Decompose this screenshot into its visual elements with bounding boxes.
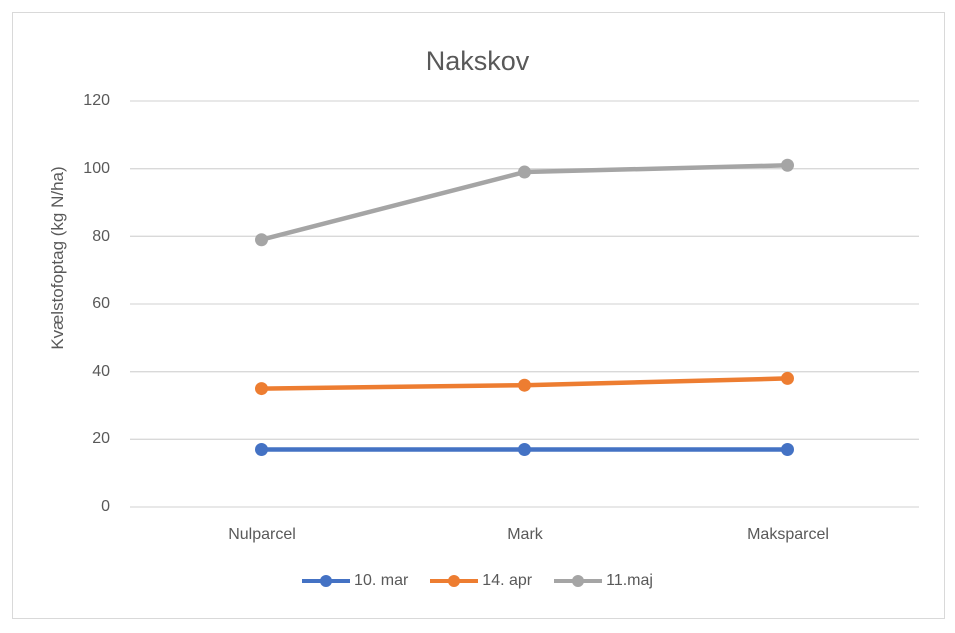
y-tick: 20 (92, 430, 110, 447)
series-11-maj (255, 158, 794, 247)
data-point[interactable] (255, 382, 268, 396)
legend-marker-icon (430, 575, 479, 587)
y-tick: 0 (101, 498, 110, 515)
data-point[interactable] (255, 233, 268, 247)
y-tick: 100 (83, 160, 110, 177)
x-tick: Mark (507, 526, 543, 543)
legend-item-11-maj[interactable]: 11.maj (554, 572, 653, 590)
chart-area (12, 12, 945, 619)
y-tick: 80 (92, 228, 110, 245)
series-14-apr (255, 371, 794, 396)
y-tick: 40 (92, 363, 110, 380)
legend-marker-icon (554, 575, 603, 587)
data-point[interactable] (518, 165, 531, 179)
legend-item-10-mar[interactable]: 10. mar (302, 572, 408, 590)
y-tick: 60 (92, 295, 110, 312)
chart-title: Nakskov (425, 46, 530, 76)
legend-item-14-apr[interactable]: 14. apr (430, 572, 532, 590)
legend-label: 10. mar (354, 572, 409, 589)
data-point[interactable] (781, 371, 794, 385)
data-point[interactable] (781, 158, 794, 172)
data-point[interactable] (781, 442, 794, 456)
legend-label: 11.maj (606, 572, 653, 589)
series-10-mar (255, 442, 794, 456)
data-point[interactable] (518, 442, 531, 456)
legend-marker-icon (302, 575, 351, 587)
legend: 10. mar 14. apr 11.maj (0, 572, 955, 590)
data-point[interactable] (518, 378, 531, 392)
legend-label: 14. apr (482, 572, 533, 589)
x-tick: Nulparcel (228, 526, 296, 543)
series-lines (255, 158, 794, 456)
y-tick: 120 (83, 92, 110, 109)
data-point[interactable] (255, 442, 268, 456)
x-tick: Maksparcel (747, 526, 829, 543)
